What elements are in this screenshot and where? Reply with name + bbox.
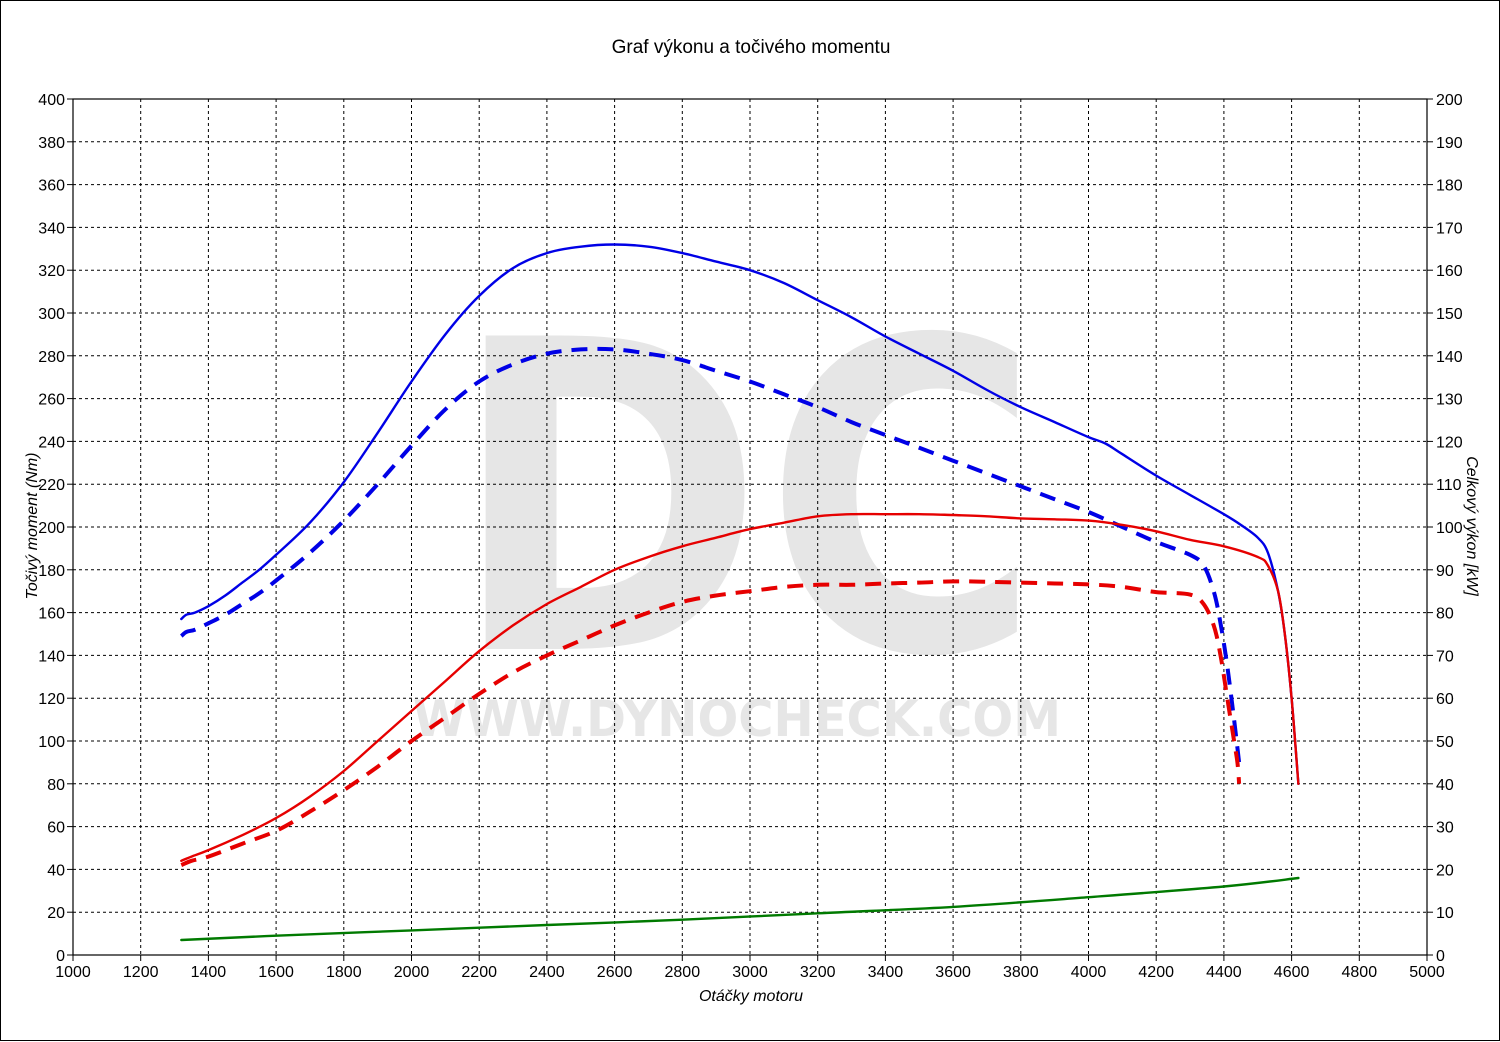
y-left-tick-label: 340 <box>38 220 65 237</box>
y-right-tick-label: 140 <box>1436 349 1463 366</box>
x-tick-label: 4000 <box>1071 964 1107 981</box>
y-left-tick-label: 100 <box>38 734 65 751</box>
y-left-tick-label: 40 <box>47 862 65 879</box>
y-right-tick-label: 0 <box>1436 948 1445 965</box>
x-tick-label: 2200 <box>461 964 497 981</box>
y-left-tick-label: 400 <box>38 92 65 109</box>
y-right-tick-label: 90 <box>1436 563 1454 580</box>
y-left-tick-label: 240 <box>38 434 65 451</box>
x-axis-title: Otáčky motoru <box>699 988 803 1005</box>
x-tick-label: 2800 <box>665 964 701 981</box>
y-left-tick-label: 180 <box>38 563 65 580</box>
y-right-tick-label: 30 <box>1436 820 1454 837</box>
series-line-0 <box>180 243 1300 785</box>
x-tick-label: 2600 <box>597 964 633 981</box>
x-tick-label: 1000 <box>55 964 91 981</box>
y-left-tick-label: 20 <box>47 905 65 922</box>
x-tick-label: 3400 <box>868 964 904 981</box>
y-right-tick-label: 200 <box>1436 92 1463 109</box>
y-right-tick-label: 20 <box>1436 862 1454 879</box>
series-group <box>179 243 1300 942</box>
y-left-tick-label: 160 <box>38 606 65 623</box>
x-tick-label: 1400 <box>191 964 227 981</box>
x-tick-label: 4200 <box>1138 964 1174 981</box>
x-tick-label: 1800 <box>326 964 362 981</box>
x-tick-label: 1200 <box>123 964 159 981</box>
y-right-tick-label: 180 <box>1436 178 1463 195</box>
y-left-tick-label: 0 <box>56 948 65 965</box>
y-right-tick-label: 150 <box>1436 306 1463 323</box>
series-line-2 <box>180 512 1300 862</box>
y-right-tick-label: 160 <box>1436 263 1463 280</box>
y-right-tick-label: 130 <box>1436 392 1463 409</box>
y-left-tick-label: 220 <box>38 477 65 494</box>
y-right-tick-label: 170 <box>1436 220 1463 237</box>
watermark: DC WWW.DYNOCHECK.COM <box>413 251 1061 751</box>
series-line-1 <box>179 346 1242 763</box>
y-right-tick-label: 80 <box>1436 606 1454 623</box>
y-right-tick-label: 50 <box>1436 734 1454 751</box>
x-tick-label: 3200 <box>800 964 836 981</box>
x-tick-label: 3800 <box>1003 964 1039 981</box>
y-left-tick-label: 360 <box>38 178 65 195</box>
y-left-tick-label: 60 <box>47 820 65 837</box>
y-left-tick-label: 320 <box>38 263 65 280</box>
chart-title: Graf výkonu a točivého momentu <box>612 37 891 58</box>
x-tick-label: 1600 <box>258 964 294 981</box>
y-right-tick-label: 190 <box>1436 135 1463 152</box>
y-left-tick-label: 380 <box>38 135 65 152</box>
x-tick-label: 4400 <box>1206 964 1242 981</box>
y-left-tick-label: 140 <box>38 648 65 665</box>
y-left-tick-label: 120 <box>38 691 65 708</box>
x-tick-label: 4600 <box>1274 964 1310 981</box>
y-left-tick-label: 260 <box>38 392 65 409</box>
series-line-4 <box>180 876 1300 942</box>
y-axis-right-title: Celkový výkon [kW] <box>1463 456 1480 596</box>
y-right-tick-label: 60 <box>1436 691 1454 708</box>
y-right-tick-label: 10 <box>1436 905 1454 922</box>
x-tick-label: 5000 <box>1409 964 1445 981</box>
x-tick-label: 2400 <box>529 964 565 981</box>
x-tick-label: 2000 <box>394 964 430 981</box>
grid <box>73 99 1427 955</box>
y-right-tick-label: 100 <box>1436 520 1463 537</box>
y-left-tick-label: 280 <box>38 349 65 366</box>
y-left-tick-label: 300 <box>38 306 65 323</box>
x-tick-label: 4800 <box>1342 964 1378 981</box>
series-line-3 <box>180 579 1242 867</box>
x-tick-label: 3000 <box>732 964 768 981</box>
x-tick-label: 3600 <box>935 964 971 981</box>
ticks: 1000 1200 1400 1600 1800 2000 2200 2400 2600 2800… <box>38 92 1463 981</box>
y-left-tick-label: 80 <box>47 777 65 794</box>
y-left-tick-label: 200 <box>38 520 65 537</box>
y-right-tick-label: 120 <box>1436 434 1463 451</box>
y-right-tick-label: 110 <box>1436 477 1462 494</box>
y-right-tick-label: 40 <box>1436 777 1454 794</box>
y-right-tick-label: 70 <box>1436 648 1454 665</box>
y-axis-left-title: Točivý moment (Nm) <box>24 453 41 600</box>
watermark-logo: DC <box>451 251 1041 751</box>
